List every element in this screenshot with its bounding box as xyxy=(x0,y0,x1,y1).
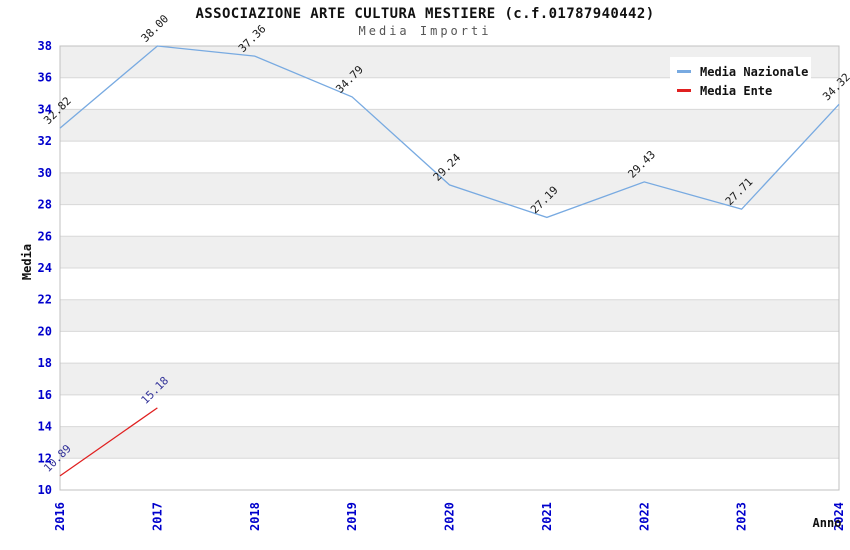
y-tick-label: 32 xyxy=(38,134,52,148)
band-row xyxy=(60,236,839,268)
x-axis-title: Anno xyxy=(813,516,842,530)
chart-legend: Media Nazionale Media Ente xyxy=(670,57,811,106)
media-nazionale-line-swatch xyxy=(677,70,691,73)
legend-item-media-nazionale: Media Nazionale xyxy=(677,62,811,81)
band-row xyxy=(60,109,839,142)
y-tick-label: 16 xyxy=(38,388,52,402)
y-tick-label: 22 xyxy=(38,293,52,307)
y-tick-label: 18 xyxy=(38,356,52,370)
plot-border xyxy=(59,45,840,491)
band-row xyxy=(60,172,839,205)
x-tick-label: 2016 xyxy=(53,502,67,531)
y-tick-label: 28 xyxy=(38,198,52,212)
y-tick-label: 12 xyxy=(38,451,52,465)
legend-item-media-ente: Media Ente xyxy=(677,81,811,100)
band-row xyxy=(60,363,839,395)
page-title: ASSOCIAZIONE ARTE CULTURA MESTIERE (c.f.… xyxy=(195,6,655,22)
x-tick-label: 2022 xyxy=(637,502,651,531)
x-tick-label: 2018 xyxy=(248,502,262,531)
band-row xyxy=(60,426,839,459)
y-tick-label: 14 xyxy=(38,420,52,434)
media-ente-line-swatch xyxy=(677,89,691,92)
y-axis-title: Media xyxy=(20,244,34,280)
x-tick-label: 2019 xyxy=(345,502,359,531)
x-tick-label: 2017 xyxy=(150,502,164,531)
x-tick-label: 2023 xyxy=(735,502,749,531)
chart-subtitle: Media Importi xyxy=(358,24,492,38)
y-tick-label: 10 xyxy=(38,483,52,497)
y-tick-label: 34 xyxy=(38,102,52,116)
y-tick-label: 30 xyxy=(38,166,52,180)
y-tick-label: 20 xyxy=(38,324,52,338)
y-tick-label: 26 xyxy=(38,229,52,243)
media-ente-line xyxy=(59,407,158,477)
legend-label-media-nazionale: Media Nazionale xyxy=(700,64,809,79)
y-tick-label: 36 xyxy=(38,71,52,85)
media-nazionale-line xyxy=(59,45,840,219)
y-tick-label: 24 xyxy=(38,261,52,275)
x-tick-label: 2020 xyxy=(443,502,457,531)
legend-label-media-ente: Media Ente xyxy=(700,83,773,98)
x-tick-label: 2024 xyxy=(832,502,846,531)
band-row xyxy=(60,299,839,332)
media-nazionale-data-label: 38.00 xyxy=(139,12,172,45)
y-tick-label: 38 xyxy=(38,39,52,53)
x-tick-label: 2021 xyxy=(540,502,554,531)
